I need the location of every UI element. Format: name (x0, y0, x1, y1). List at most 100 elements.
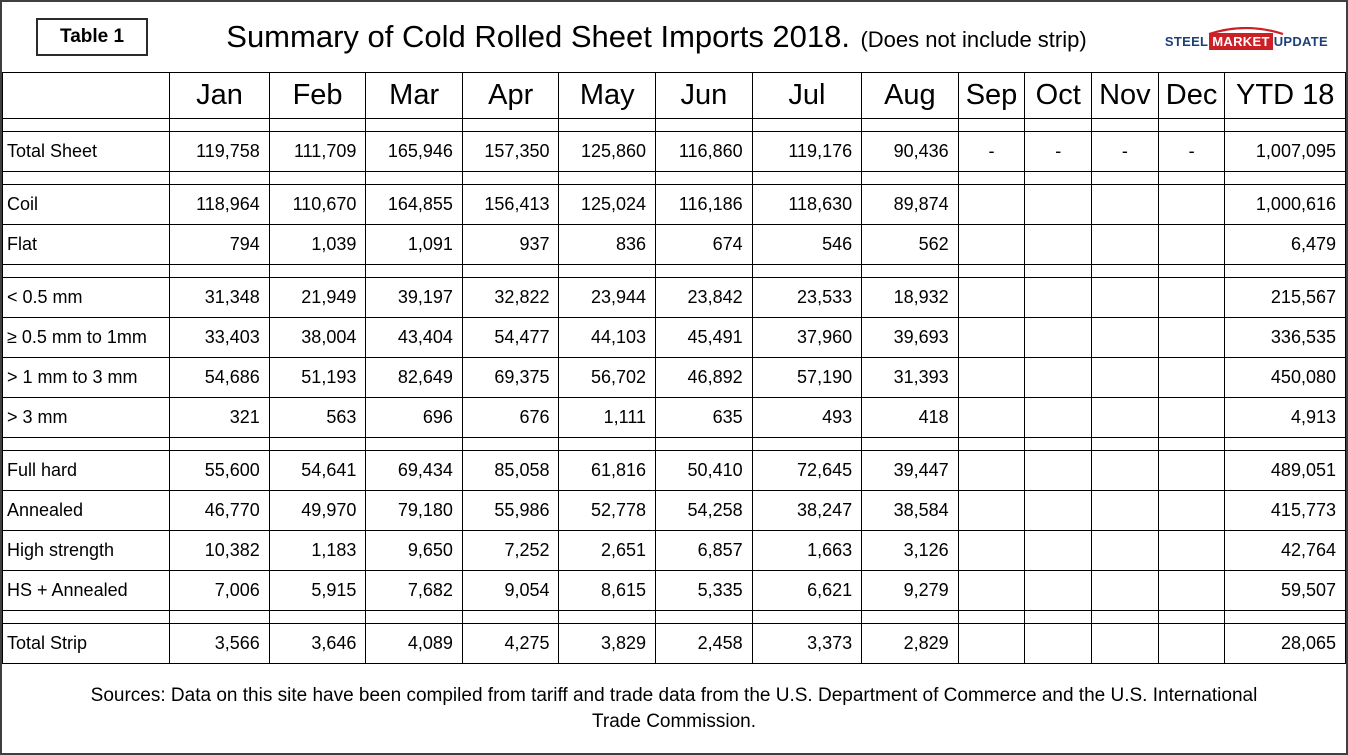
spacer-row (1, 264, 1346, 278)
value-cell: 164,855 (365, 184, 463, 225)
logo-swoosh-icon (1209, 26, 1284, 35)
value-cell: 50,410 (655, 450, 753, 491)
value-cell (1091, 450, 1159, 491)
value-cell (1024, 224, 1093, 265)
value-cell: 1,007,095 (1224, 131, 1346, 172)
row-label: < 0.5 mm (1, 277, 171, 318)
spacer-cell (957, 264, 1026, 278)
title-wrap: Summary of Cold Rolled Sheet Imports 201… (148, 19, 1165, 55)
spacer-cell (1224, 264, 1346, 278)
value-cell: 23,842 (655, 277, 753, 318)
row-label: Total Strip (1, 623, 171, 664)
spacer-cell (1224, 118, 1346, 132)
spacer-cell (957, 610, 1026, 624)
spacer-cell (655, 264, 753, 278)
spacer-cell (1224, 437, 1346, 451)
value-cell: 1,039 (268, 224, 367, 265)
spacer-cell (1024, 171, 1093, 185)
value-cell: 45,491 (655, 317, 753, 358)
spacer-cell (461, 264, 560, 278)
value-cell (1024, 450, 1093, 491)
row-label: > 3 mm (1, 397, 171, 438)
value-cell (1091, 397, 1159, 438)
value-cell: 82,649 (365, 357, 463, 398)
value-cell: 4,089 (365, 623, 463, 664)
spacer-cell (461, 437, 560, 451)
value-cell: 111,709 (268, 131, 367, 172)
spacer-cell (461, 171, 560, 185)
value-cell: 3,373 (751, 623, 863, 664)
spacer-cell (1, 437, 171, 451)
spacer-cell (861, 264, 959, 278)
value-cell (1157, 317, 1226, 358)
value-cell: 2,458 (655, 623, 753, 664)
value-cell: 9,279 (861, 570, 959, 611)
spacer-cell (751, 264, 863, 278)
value-cell: 33,403 (169, 317, 270, 358)
table-row: > 1 mm to 3 mm 54,686 51,193 82,649 69,375 56… (1, 357, 1346, 398)
column-header-nov: Nov (1091, 72, 1159, 119)
value-cell: 1,111 (558, 397, 657, 438)
spacer-cell (268, 610, 367, 624)
value-cell: 3,126 (861, 530, 959, 571)
value-cell: 118,630 (751, 184, 863, 225)
spacer-cell (1091, 118, 1159, 132)
spacer-cell (957, 171, 1026, 185)
value-cell: 39,447 (861, 450, 959, 491)
value-cell: 89,874 (861, 184, 959, 225)
value-cell: 28,065 (1224, 623, 1346, 664)
value-cell: 321 (169, 397, 270, 438)
value-cell: 676 (461, 397, 560, 438)
spacer-cell (861, 118, 959, 132)
value-cell (957, 397, 1026, 438)
value-cell: 116,860 (655, 131, 753, 172)
header-bar: Table 1 Summary of Cold Rolled Sheet Imp… (2, 2, 1346, 72)
value-cell: 836 (558, 224, 657, 265)
spacer-cell (169, 437, 270, 451)
value-cell: 215,567 (1224, 277, 1346, 318)
spacer-cell (169, 118, 270, 132)
value-cell: 1,663 (751, 530, 863, 571)
column-header-dec: Dec (1157, 72, 1226, 119)
value-cell (1091, 490, 1159, 531)
spacer-cell (365, 610, 463, 624)
value-cell: 31,348 (169, 277, 270, 318)
row-label: > 1 mm to 3 mm (1, 357, 171, 398)
table-row: Flat 794 1,039 1,091 937 836 674 546 562 6,479 (1, 224, 1346, 265)
value-cell: 937 (461, 224, 560, 265)
value-cell (957, 277, 1026, 318)
value-cell: 696 (365, 397, 463, 438)
value-cell (957, 570, 1026, 611)
spacer-cell (861, 437, 959, 451)
value-cell: 336,535 (1224, 317, 1346, 358)
value-cell: 125,024 (558, 184, 657, 225)
value-cell: 79,180 (365, 490, 463, 531)
table-row: HS + Annealed 7,006 5,915 7,682 9,054 8,615 5,… (1, 570, 1346, 611)
value-cell: 7,252 (461, 530, 560, 571)
value-cell (1024, 490, 1093, 531)
value-cell: 32,822 (461, 277, 560, 318)
table-row: Coil 118,964 110,670 164,855 156,413 125,024 1… (1, 184, 1346, 225)
value-cell: 4,275 (461, 623, 560, 664)
value-cell: 39,197 (365, 277, 463, 318)
value-cell (1091, 357, 1159, 398)
value-cell: 38,247 (751, 490, 863, 531)
page-title: Summary of Cold Rolled Sheet Imports 201… (226, 19, 851, 54)
spacer-cell (558, 264, 657, 278)
value-cell: 18,932 (861, 277, 959, 318)
value-cell (1157, 623, 1226, 664)
value-cell: 54,686 (169, 357, 270, 398)
spacer-cell (1091, 264, 1159, 278)
spacer-cell (558, 437, 657, 451)
spacer-cell (365, 264, 463, 278)
row-label: Annealed (1, 490, 171, 531)
value-cell (1157, 570, 1226, 611)
spacer-cell (365, 437, 463, 451)
value-cell (1157, 277, 1226, 318)
value-cell: 85,058 (461, 450, 560, 491)
value-cell: 44,103 (558, 317, 657, 358)
value-cell: 59,507 (1224, 570, 1346, 611)
spacer-cell (655, 118, 753, 132)
value-cell: 116,186 (655, 184, 753, 225)
